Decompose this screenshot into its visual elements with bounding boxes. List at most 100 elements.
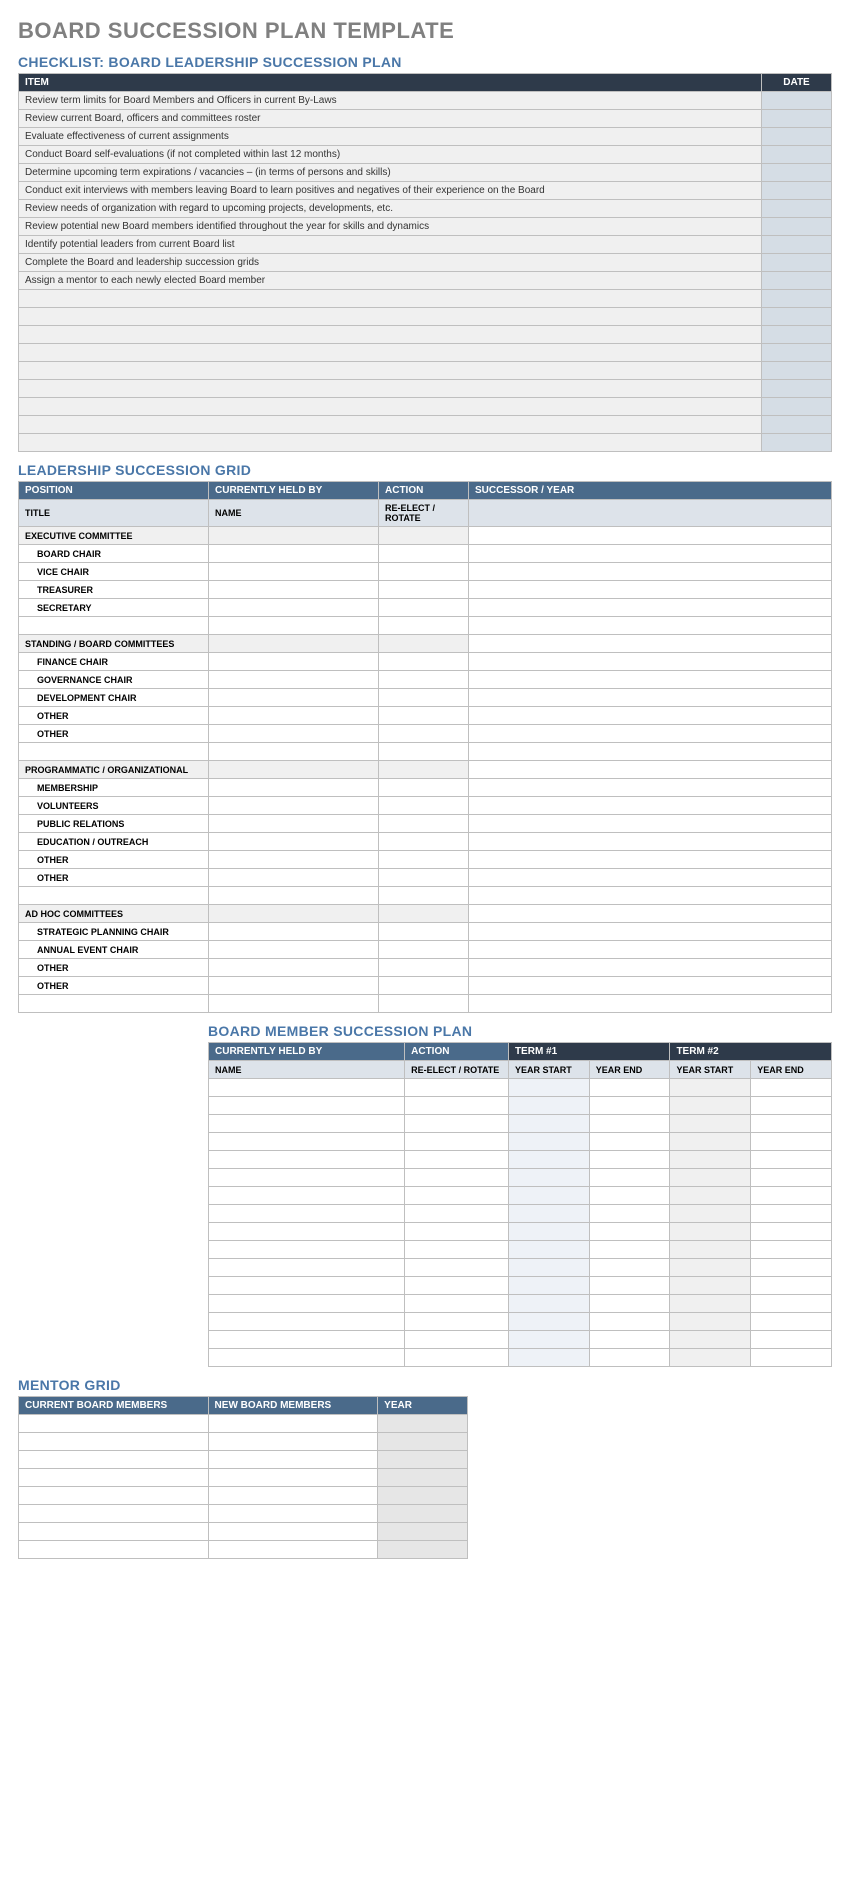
lg-successor-cell[interactable] <box>469 959 832 977</box>
bp-action-cell[interactable] <box>405 1187 509 1205</box>
bp-term2-end[interactable] <box>751 1079 832 1097</box>
lg-successor-cell[interactable] <box>469 887 832 905</box>
bp-term1-end[interactable] <box>589 1331 670 1349</box>
bp-term1-end[interactable] <box>589 1241 670 1259</box>
checklist-date-cell[interactable] <box>762 398 832 416</box>
bp-term1-end[interactable] <box>589 1223 670 1241</box>
lg-name-cell[interactable] <box>209 851 379 869</box>
bp-action-cell[interactable] <box>405 1151 509 1169</box>
mg-current-cell[interactable] <box>19 1433 209 1451</box>
lg-action-cell[interactable] <box>379 617 469 635</box>
lg-name-cell[interactable] <box>209 887 379 905</box>
bp-name-cell[interactable] <box>209 1331 405 1349</box>
checklist-date-cell[interactable] <box>762 200 832 218</box>
bp-term1-start[interactable] <box>508 1151 589 1169</box>
bp-term2-end[interactable] <box>751 1277 832 1295</box>
bp-term1-start[interactable] <box>508 1079 589 1097</box>
lg-name-cell[interactable] <box>209 779 379 797</box>
bp-name-cell[interactable] <box>209 1205 405 1223</box>
mg-new-cell[interactable] <box>208 1433 378 1451</box>
bp-action-cell[interactable] <box>405 1115 509 1133</box>
bp-term1-start[interactable] <box>508 1241 589 1259</box>
bp-term2-end[interactable] <box>751 1133 832 1151</box>
lg-action-cell[interactable] <box>379 707 469 725</box>
mg-new-cell[interactable] <box>208 1451 378 1469</box>
checklist-date-cell[interactable] <box>762 380 832 398</box>
bp-term2-end[interactable] <box>751 1205 832 1223</box>
checklist-item-blank[interactable] <box>19 362 762 380</box>
lg-successor-cell[interactable] <box>469 545 832 563</box>
lg-name-cell[interactable] <box>209 977 379 995</box>
bp-term1-end[interactable] <box>589 1295 670 1313</box>
bp-action-cell[interactable] <box>405 1241 509 1259</box>
mg-new-cell[interactable] <box>208 1469 378 1487</box>
mg-year-cell[interactable] <box>378 1469 468 1487</box>
bp-term2-end[interactable] <box>751 1331 832 1349</box>
lg-successor-cell[interactable] <box>469 833 832 851</box>
bp-name-cell[interactable] <box>209 1295 405 1313</box>
bp-name-cell[interactable] <box>209 1223 405 1241</box>
lg-name-cell[interactable] <box>209 923 379 941</box>
lg-action-cell[interactable] <box>379 779 469 797</box>
lg-name-cell[interactable] <box>209 833 379 851</box>
lg-successor-cell[interactable] <box>469 779 832 797</box>
bp-term2-start[interactable] <box>670 1097 751 1115</box>
bp-term1-start[interactable] <box>508 1349 589 1367</box>
bp-term2-end[interactable] <box>751 1223 832 1241</box>
lg-action-cell[interactable] <box>379 581 469 599</box>
bp-name-cell[interactable] <box>209 1259 405 1277</box>
bp-term1-start[interactable] <box>508 1223 589 1241</box>
lg-name-cell[interactable] <box>209 941 379 959</box>
lg-action-cell[interactable] <box>379 887 469 905</box>
mg-new-cell[interactable] <box>208 1505 378 1523</box>
bp-action-cell[interactable] <box>405 1079 509 1097</box>
mg-new-cell[interactable] <box>208 1541 378 1559</box>
lg-successor-cell[interactable] <box>469 725 832 743</box>
lg-name-cell[interactable] <box>209 815 379 833</box>
bp-name-cell[interactable] <box>209 1277 405 1295</box>
lg-action-cell[interactable] <box>379 869 469 887</box>
checklist-date-cell[interactable] <box>762 236 832 254</box>
mg-new-cell[interactable] <box>208 1523 378 1541</box>
bp-term2-end[interactable] <box>751 1097 832 1115</box>
bp-term2-start[interactable] <box>670 1205 751 1223</box>
lg-name-cell[interactable] <box>209 689 379 707</box>
bp-term2-start[interactable] <box>670 1151 751 1169</box>
bp-name-cell[interactable] <box>209 1097 405 1115</box>
mg-current-cell[interactable] <box>19 1541 209 1559</box>
bp-term1-end[interactable] <box>589 1205 670 1223</box>
checklist-date-cell[interactable] <box>762 308 832 326</box>
lg-successor-cell[interactable] <box>469 653 832 671</box>
bp-action-cell[interactable] <box>405 1277 509 1295</box>
lg-action-cell[interactable] <box>379 833 469 851</box>
mg-current-cell[interactable] <box>19 1451 209 1469</box>
bp-term2-end[interactable] <box>751 1151 832 1169</box>
lg-action-cell[interactable] <box>379 797 469 815</box>
bp-term1-start[interactable] <box>508 1331 589 1349</box>
lg-successor-cell[interactable] <box>469 743 832 761</box>
bp-term1-end[interactable] <box>589 1079 670 1097</box>
bp-name-cell[interactable] <box>209 1187 405 1205</box>
bp-term1-end[interactable] <box>589 1313 670 1331</box>
checklist-date-cell[interactable] <box>762 434 832 452</box>
lg-successor-cell[interactable] <box>469 617 832 635</box>
lg-action-cell[interactable] <box>379 725 469 743</box>
checklist-item-blank[interactable] <box>19 290 762 308</box>
bp-term1-start[interactable] <box>508 1169 589 1187</box>
lg-name-cell[interactable] <box>209 581 379 599</box>
lg-successor-cell[interactable] <box>469 599 832 617</box>
checklist-item-blank[interactable] <box>19 398 762 416</box>
lg-successor-cell[interactable] <box>469 689 832 707</box>
bp-term1-start[interactable] <box>508 1187 589 1205</box>
bp-action-cell[interactable] <box>405 1169 509 1187</box>
mg-year-cell[interactable] <box>378 1541 468 1559</box>
checklist-date-cell[interactable] <box>762 218 832 236</box>
bp-name-cell[interactable] <box>209 1151 405 1169</box>
lg-successor-cell[interactable] <box>469 797 832 815</box>
lg-successor-cell[interactable] <box>469 995 832 1013</box>
mg-current-cell[interactable] <box>19 1523 209 1541</box>
mg-year-cell[interactable] <box>378 1487 468 1505</box>
lg-successor-cell[interactable] <box>469 707 832 725</box>
bp-term1-end[interactable] <box>589 1259 670 1277</box>
bp-name-cell[interactable] <box>209 1169 405 1187</box>
